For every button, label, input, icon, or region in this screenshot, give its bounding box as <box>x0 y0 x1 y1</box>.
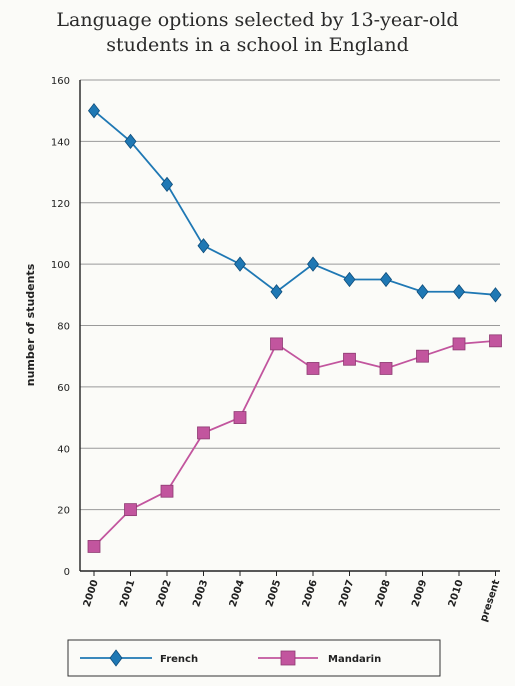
x-tick-label: 2000 <box>82 578 101 608</box>
x-tick-label: 2006 <box>301 578 320 608</box>
grid-lines <box>79 79 500 572</box>
x-tick-label: 2001 <box>118 578 137 608</box>
mandarin-point <box>343 352 356 366</box>
french-point <box>416 284 429 300</box>
chart-title: Language options selected by 13-year-old… <box>0 8 515 58</box>
french-point <box>87 103 101 119</box>
mandarin-point <box>489 334 502 348</box>
french-point <box>124 133 137 150</box>
y-axis-label: number of students <box>24 263 37 386</box>
legend-marker-mandarin <box>280 650 296 666</box>
x-tick-label: present <box>478 578 502 623</box>
french-point <box>306 256 320 272</box>
x-tick-label: 2008 <box>374 578 393 608</box>
mandarin-point <box>197 426 210 440</box>
french-point <box>233 256 247 272</box>
french-point <box>452 284 466 300</box>
mandarin-point <box>124 503 137 517</box>
mandarin-point <box>306 362 320 375</box>
y-tick-label: 120 <box>51 199 70 210</box>
x-tick-label: 2009 <box>410 578 429 608</box>
x-tick-labels: 2000 2001 2002 2003 2004 2005 2006 2007 2008 2009… <box>82 571 502 623</box>
legend: French Mandarin <box>67 639 441 677</box>
mandarin-point <box>452 337 466 351</box>
x-tick-label: 2005 <box>264 578 283 608</box>
chart-title-line1: Language options selected by 13-year-old <box>56 9 459 31</box>
series-line-french <box>93 109 496 296</box>
french-point <box>197 238 210 254</box>
mandarin-point <box>160 484 174 498</box>
y-tick-label: 160 <box>51 76 70 87</box>
french-point <box>343 271 356 288</box>
y-tick-label: 40 <box>57 444 70 455</box>
legend-marker-french <box>109 649 123 667</box>
mandarin-point <box>233 411 247 424</box>
mandarin-point <box>87 540 101 553</box>
chart-title-line2: students in a school in England <box>106 34 409 56</box>
legend-box <box>67 639 441 677</box>
french-point <box>160 176 174 192</box>
x-tick-label: 2003 <box>191 578 210 608</box>
mandarin-point <box>270 337 283 351</box>
series-line-mandarin <box>93 339 496 548</box>
series-layer <box>87 103 502 553</box>
y-tick-label: 60 <box>57 383 70 394</box>
x-tick-label: 2002 <box>155 578 174 608</box>
x-tick-label: 2004 <box>228 578 247 608</box>
y-tick-label: 100 <box>51 260 70 271</box>
french-point <box>489 287 502 303</box>
y-tick-label: 140 <box>51 137 70 148</box>
legend-label-french: French <box>160 654 198 665</box>
x-tick-label: 2010 <box>447 578 466 608</box>
y-tick-label: 80 <box>57 322 70 333</box>
french-point <box>379 271 393 288</box>
y-tick-label: 0 <box>64 567 70 578</box>
y-tick-labels: 0 20 40 60 80 100 120 140 160 <box>51 76 70 578</box>
mandarin-point <box>379 362 393 375</box>
y-tick-label: 20 <box>57 506 70 517</box>
french-point <box>270 284 283 300</box>
mandarin-point <box>416 349 429 363</box>
x-tick-label: 2007 <box>337 578 356 608</box>
legend-label-mandarin: Mandarin <box>328 654 381 665</box>
